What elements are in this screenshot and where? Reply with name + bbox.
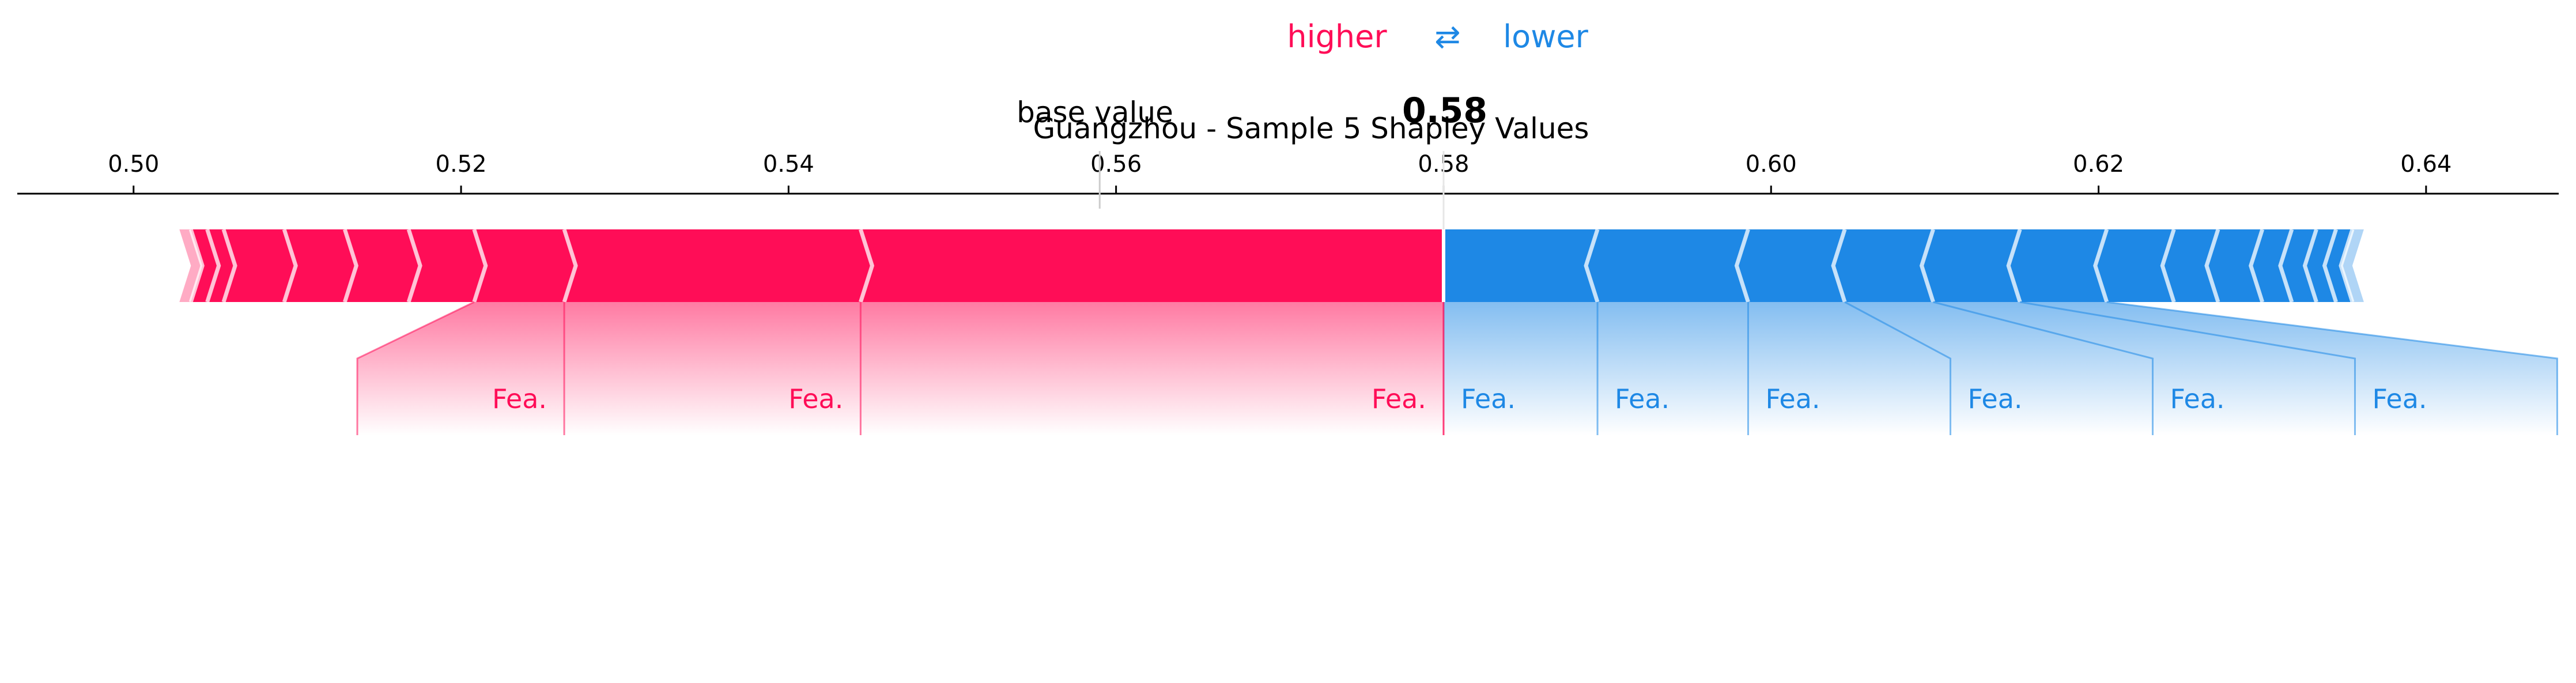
positive-feature-label: Fea. (1372, 383, 1426, 414)
negative-effect-bar (2280, 229, 2317, 302)
negative-label-gradient (1933, 302, 2355, 435)
negative-label-gradient (1748, 302, 1951, 435)
negative-effect-divider (2249, 228, 2265, 303)
negative-effect-bar (1921, 229, 2020, 302)
negative-effect-divider (2302, 228, 2318, 303)
negative-effect-bar (1833, 229, 1933, 302)
positive-effect-bar (564, 229, 872, 302)
negative-effect-bar (1443, 229, 1598, 302)
positive-effect-divider (562, 228, 578, 303)
negative-effect-divider (1831, 228, 1847, 303)
x-tick-label: 0.56 (1090, 151, 1142, 178)
negative-feature-label: Fea. (1615, 383, 1670, 414)
positive-feature-label: Fea. (492, 383, 547, 414)
chart-title: Guangzhou - Sample 5 Shapley Values (1033, 112, 1589, 145)
feature-labels: Fea. Fea. Fea. Fea. Fea. Fea. Fea. Fea. Fea. (356, 301, 2558, 435)
positive-feature-label: Fea. (788, 383, 843, 414)
negative-feature-label: Fea. (1967, 383, 2022, 414)
positive-effect-divider (205, 228, 221, 303)
negative-effect-bar (2162, 229, 2218, 302)
x-tick-label: 0.52 (436, 151, 487, 178)
negative-effect-bar (2008, 229, 2107, 302)
positive-label-gradient (564, 302, 861, 435)
positive-effect-bar (409, 229, 486, 302)
negative-label-gradient (1443, 302, 1598, 435)
negative-effect-divider (2339, 228, 2355, 303)
negative-effect-divider (2006, 228, 2022, 303)
legend-lower: lower (1503, 18, 1588, 55)
positive-effect-divider (406, 228, 422, 303)
positive-effect-bar (224, 229, 296, 302)
guide-lines (1098, 151, 1445, 231)
positive-effect-bar (179, 229, 203, 302)
negative-effect-divider (1734, 228, 1750, 303)
x-tick-label: 0.54 (763, 151, 814, 178)
negative-feature-label: Fea. (1461, 383, 1516, 414)
positive-effect-divider (859, 228, 875, 303)
x-tick-label: 0.62 (2073, 151, 2124, 178)
x-tick-label: 0.64 (2400, 151, 2452, 178)
negative-effect-bar (2095, 229, 2174, 302)
negative-effect-bar (2250, 229, 2292, 302)
legend-arrow-icon: ⇄ (1434, 18, 1460, 55)
negative-effect-divider (1584, 228, 1600, 303)
positive-effect-divider (472, 228, 488, 303)
positive-effect-divider (342, 228, 358, 303)
positive-effect-bar (860, 229, 1444, 302)
negative-effect-bar (1586, 229, 1748, 302)
positive-label-gradient (860, 302, 1444, 435)
positive-effect-divider (188, 228, 205, 303)
negative-label-gradient (1597, 302, 1748, 435)
negative-effect-divider (2093, 228, 2109, 303)
output-value-label: 0.58 (1402, 90, 1487, 131)
negative-effect-bar (2340, 229, 2364, 302)
negative-effect-divider (2278, 228, 2294, 303)
x-tick-label: 0.50 (108, 151, 159, 178)
negative-feature-label: Fea. (1765, 383, 1820, 414)
positive-label-gradient (357, 302, 565, 435)
negative-effect-bar (1736, 229, 1845, 302)
negative-feature-label: Fea. (2372, 383, 2427, 414)
negative-effect-bar (2206, 229, 2263, 302)
positive-effect-divider (282, 228, 298, 303)
base-value-label: base value (1017, 96, 1173, 129)
negative-effect-divider (2322, 228, 2338, 303)
negative-effect-divider (2204, 228, 2220, 303)
force-bars (179, 228, 2364, 303)
negative-feature-label: Fea. (2170, 383, 2224, 414)
negative-effect-divider (2160, 228, 2176, 303)
legend-higher: higher (1287, 18, 1387, 55)
negative-label-connector (2106, 301, 2558, 435)
x-axis-ticks: 0.50 0.52 0.54 0.56 0.58 0.60 0.62 0.64 (108, 151, 2452, 194)
positive-effect-bar (474, 229, 576, 302)
negative-label-gradient (1845, 302, 2153, 435)
positive-effect-divider (221, 228, 237, 303)
negative-label-gradient (2020, 302, 2558, 435)
positive-label-connector (356, 301, 475, 435)
positive-effect-bar (284, 229, 357, 302)
x-tick-label: 0.60 (1746, 151, 1797, 178)
positive-effect-bar (345, 229, 421, 302)
negative-effect-divider (1919, 228, 1935, 303)
